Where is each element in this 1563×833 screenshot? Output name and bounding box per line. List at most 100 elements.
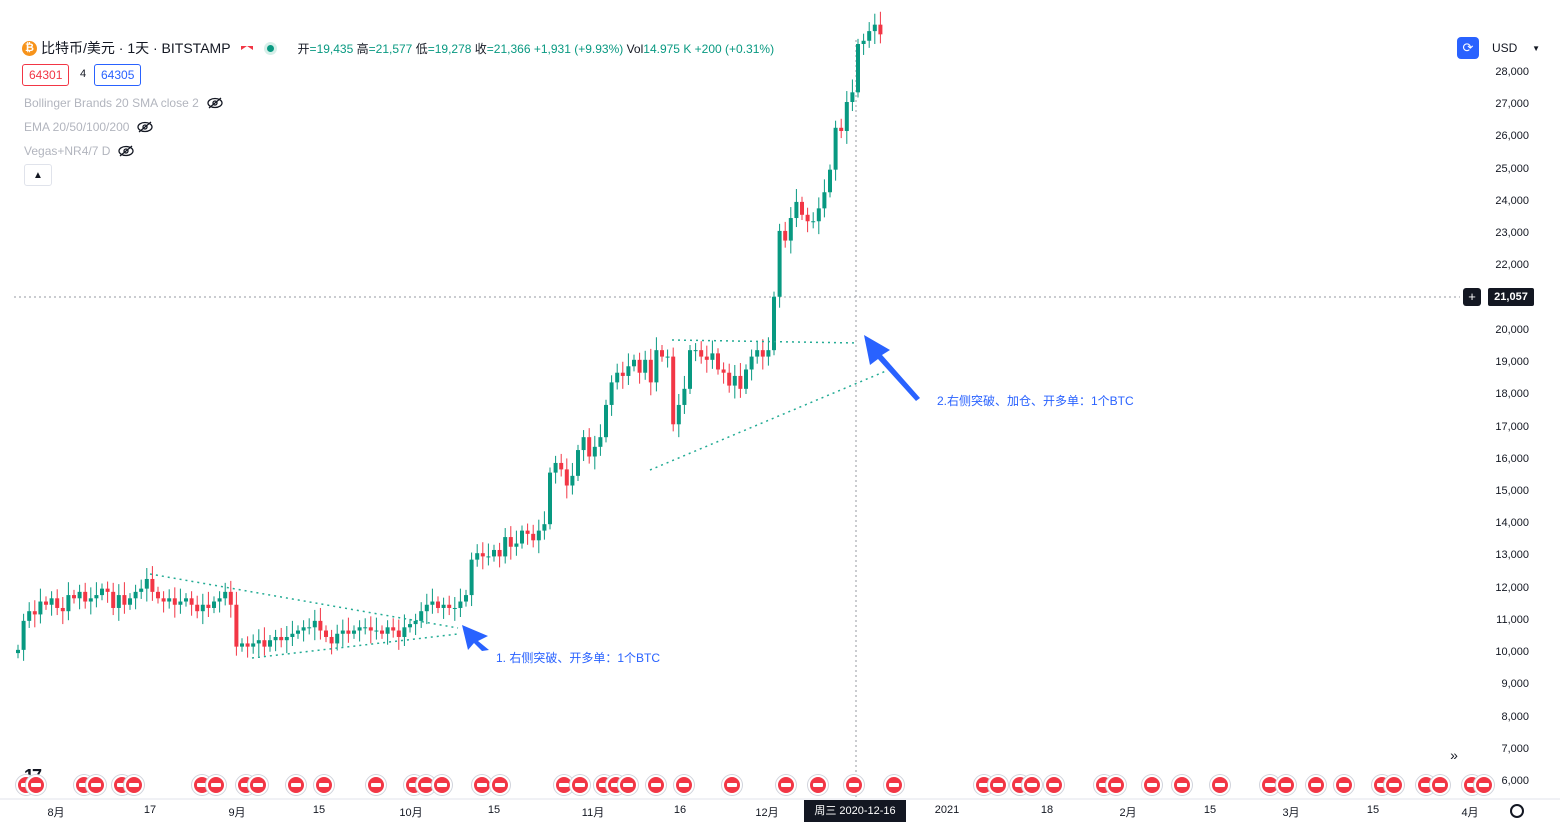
us-flag-event-icon[interactable] xyxy=(646,775,666,795)
us-flag-event-icon[interactable] xyxy=(988,775,1008,795)
candle xyxy=(772,291,776,356)
candle xyxy=(475,544,480,567)
candle xyxy=(329,629,334,655)
candle xyxy=(816,197,821,235)
candle xyxy=(424,593,429,625)
candle xyxy=(861,33,866,55)
candle xyxy=(592,435,597,470)
us-flag-event-icon[interactable] xyxy=(618,775,638,795)
us-flag-event-icon[interactable] xyxy=(1044,775,1064,795)
candle xyxy=(21,613,26,661)
indicator-ema[interactable]: EMA 20/50/100/200 xyxy=(24,120,154,134)
us-flag-event-icon[interactable] xyxy=(1106,775,1126,795)
candle xyxy=(648,348,653,396)
annotation-breakout-1[interactable]: 1. 右侧突破、开多单：1个BTC xyxy=(496,651,661,665)
candle xyxy=(312,609,317,641)
candle xyxy=(368,616,373,644)
currency-select[interactable]: USD ▼ xyxy=(1492,41,1540,55)
us-flag-event-icon[interactable] xyxy=(570,775,590,795)
candle xyxy=(273,629,278,652)
candle xyxy=(111,582,116,616)
candle xyxy=(116,584,121,621)
price-tick-label: 12,000 xyxy=(1495,581,1529,594)
us-flag-event-icon[interactable] xyxy=(844,775,864,795)
us-flag-event-icon[interactable] xyxy=(432,775,452,795)
indicator-vegas[interactable]: Vegas+NR4/7 D xyxy=(24,144,135,158)
arrow-icon xyxy=(864,335,920,401)
candle xyxy=(615,363,620,390)
chart-grid xyxy=(0,40,1560,800)
annotation-breakout-2[interactable]: 2.右侧突破、加仓、开多单：1个BTC xyxy=(937,394,1134,408)
candle xyxy=(839,118,844,139)
us-flag-event-icon[interactable] xyxy=(1276,775,1296,795)
us-flag-event-icon[interactable] xyxy=(1210,775,1230,795)
candle xyxy=(604,399,608,443)
candle xyxy=(27,602,32,628)
us-flag-event-icon[interactable] xyxy=(1334,775,1354,795)
settings-gear-icon[interactable] xyxy=(1510,804,1524,818)
us-flag-event-icon[interactable] xyxy=(674,775,694,795)
us-flag-event-icon[interactable] xyxy=(884,775,904,795)
candle xyxy=(55,589,60,616)
us-flag-event-icon[interactable] xyxy=(26,775,46,795)
eye-hidden-icon[interactable] xyxy=(118,145,135,157)
symbol-title[interactable]: 比特币/美元 · 1天 · BITSTAMP xyxy=(41,40,231,56)
us-flag-event-icon[interactable] xyxy=(472,775,492,795)
us-flag-event-icon[interactable] xyxy=(1172,775,1192,795)
candle xyxy=(340,619,345,647)
us-flag-event-icon[interactable] xyxy=(1430,775,1450,795)
us-flag-event-icon[interactable] xyxy=(1384,775,1404,795)
us-flag-event-icon[interactable] xyxy=(1474,775,1494,795)
us-flag-event-icon[interactable] xyxy=(286,775,306,795)
plus-icon[interactable]: + xyxy=(1463,288,1481,306)
sync-icon[interactable]: ⟳ xyxy=(1457,37,1479,59)
price-tick-label: 15,000 xyxy=(1495,484,1529,497)
us-flag-event-icon[interactable] xyxy=(366,775,386,795)
us-flag-event-icon[interactable] xyxy=(490,775,510,795)
us-flag-event-icon[interactable] xyxy=(1142,775,1162,795)
crosshair-date-label: 周三 2020-12-16 xyxy=(804,800,906,822)
us-flag-event-icon[interactable] xyxy=(1022,775,1042,795)
us-flag-event-icon[interactable] xyxy=(776,775,796,795)
indicator-bollinger[interactable]: Bollinger Brands 20 SMA close 2 xyxy=(24,96,223,110)
us-flag-event-icon[interactable] xyxy=(248,775,268,795)
us-flag-event-icon[interactable] xyxy=(124,775,144,795)
us-flag-event-icon[interactable] xyxy=(86,775,106,795)
candle xyxy=(665,349,670,368)
eye-hidden-icon[interactable] xyxy=(137,121,154,133)
candle xyxy=(128,593,132,610)
time-tick-label: 2021 xyxy=(934,804,960,816)
price-tick-label: 8,000 xyxy=(1501,710,1529,723)
flag-icon[interactable] xyxy=(240,46,253,50)
eye-hidden-icon[interactable] xyxy=(207,97,223,109)
collapse-indicators-button[interactable]: ▲ xyxy=(24,164,52,186)
buy-price-button[interactable]: 64305 xyxy=(94,64,142,86)
candle xyxy=(587,428,592,464)
candle xyxy=(811,212,816,229)
candle xyxy=(867,22,872,48)
candle xyxy=(284,626,289,654)
candle xyxy=(268,635,272,652)
scroll-to-realtime-button[interactable]: » xyxy=(1450,747,1458,763)
us-flag-event-icon[interactable] xyxy=(206,775,226,795)
candle xyxy=(374,617,379,640)
candle xyxy=(844,91,849,144)
candle xyxy=(150,566,155,601)
candle xyxy=(172,587,177,618)
candle xyxy=(122,582,127,614)
candle xyxy=(49,591,54,616)
candle xyxy=(335,624,340,651)
candle xyxy=(704,345,709,373)
symbol-header[interactable]: ₿ 比特币/美元 · 1天 · BITSTAMP 开=19,435 高=21,5… xyxy=(22,38,774,58)
candle xyxy=(800,196,804,220)
us-flag-event-icon[interactable] xyxy=(1306,775,1326,795)
us-flag-event-icon[interactable] xyxy=(808,775,828,795)
us-flag-event-icon[interactable] xyxy=(314,775,334,795)
candle xyxy=(671,347,676,432)
us-flag-event-icon[interactable] xyxy=(722,775,742,795)
time-tick-label: 11月 xyxy=(581,807,605,819)
sell-price-button[interactable]: 64301 xyxy=(22,64,70,86)
bitcoin-icon: ₿ xyxy=(22,40,37,56)
candle xyxy=(139,579,144,599)
